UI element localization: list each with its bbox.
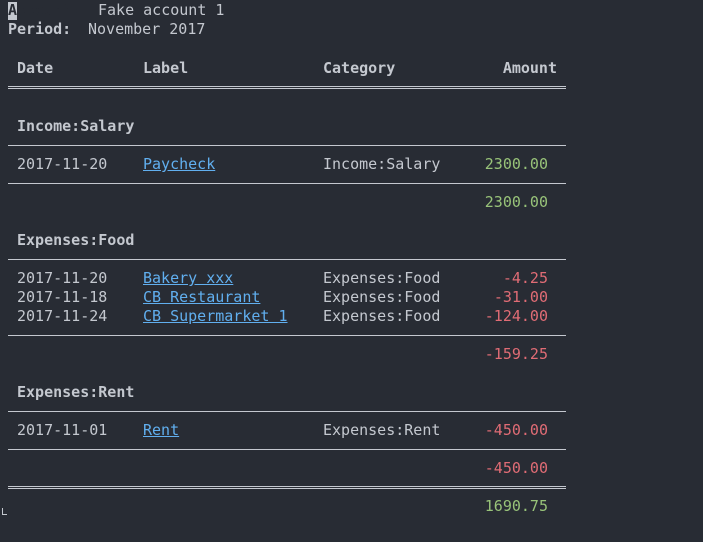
transaction-category: Income:Salary: [323, 155, 441, 173]
account-value: Fake account 1: [98, 1, 225, 19]
column-header-category: Category: [323, 59, 396, 77]
group-divider: [8, 411, 566, 412]
transaction-date: 2017-11-01: [17, 421, 108, 439]
group-divider: [8, 145, 566, 146]
group-subtotal: 2300.00: [484, 193, 548, 211]
group-divider: [8, 183, 566, 184]
transaction-link[interactable]: CB Restaurant: [143, 288, 261, 306]
group-subtotal: -450.00: [484, 459, 548, 477]
transaction-link[interactable]: Rent: [143, 421, 180, 439]
transaction-category: Expenses:Food: [323, 269, 441, 287]
transaction-category: Expenses:Food: [323, 288, 441, 306]
transaction-link[interactable]: CB Supermarket 1: [143, 307, 288, 325]
period-label: Period:: [8, 20, 72, 38]
terminal-cursor: [8, 2, 17, 20]
grand-total: 1690.75: [484, 497, 548, 515]
transaction-date: 2017-11-20: [17, 155, 108, 173]
transaction-amount: -450.00: [484, 421, 548, 439]
transaction-date: 2017-11-18: [17, 288, 108, 306]
group-title: Expenses:Food: [17, 231, 135, 249]
group-subtotal: -159.25: [484, 345, 548, 363]
transaction-amount: 2300.00: [484, 155, 548, 173]
transaction-date: 2017-11-24: [17, 307, 108, 325]
transaction-link[interactable]: Paycheck: [143, 155, 216, 173]
column-header-date: Date: [17, 59, 54, 77]
total-divider: [8, 486, 566, 489]
transaction-amount: -31.00: [493, 288, 548, 306]
group-title: Income:Salary: [17, 117, 135, 135]
transaction-date: 2017-11-20: [17, 269, 108, 287]
account-line: Account:: [8, 1, 80, 20]
transaction-category: Expenses:Rent: [323, 421, 441, 439]
transaction-amount: -4.25: [502, 269, 548, 287]
transaction-category: Expenses:Food: [323, 307, 441, 325]
transaction-amount: -124.00: [484, 307, 548, 325]
account-label: Account:: [8, 1, 81, 19]
column-header-amount: Amount: [502, 59, 557, 77]
group-divider: [8, 259, 566, 260]
scroll-marker: [2, 508, 7, 515]
group-title: Expenses:Rent: [17, 383, 135, 401]
period-value: November 2017: [88, 20, 206, 38]
group-divider: [8, 335, 566, 336]
column-header-label: Label: [143, 59, 189, 77]
transaction-link[interactable]: Bakery xxx: [143, 269, 234, 287]
group-divider: [8, 449, 566, 450]
header-divider: [8, 86, 566, 89]
